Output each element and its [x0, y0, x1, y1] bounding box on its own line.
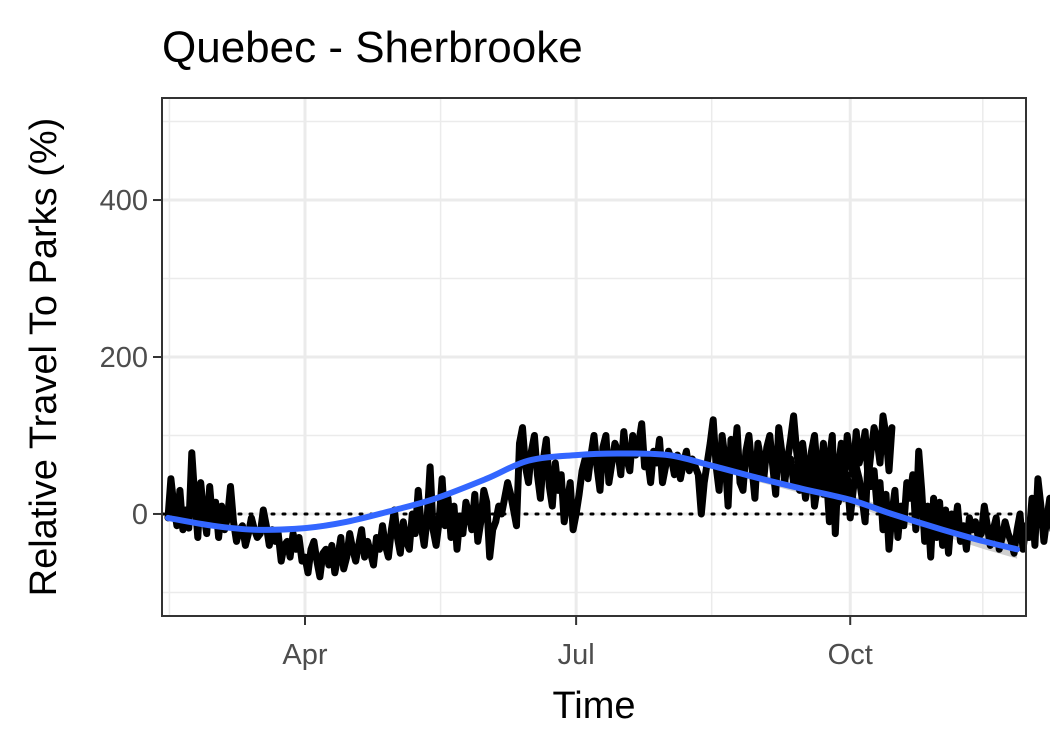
- data-line-segment-1: [164, 412, 896, 581]
- x-tick-label: Apr: [282, 639, 327, 671]
- x-tick-label: Oct: [828, 639, 873, 671]
- y-axis: 0 200 400: [100, 185, 162, 531]
- plot-panel: [160, 97, 1050, 617]
- y-tick-label: 200: [100, 342, 148, 374]
- y-tick-label: 400: [100, 185, 148, 217]
- y-tick-label: 0: [132, 499, 148, 531]
- chart-title: Quebec - Sherbrooke: [162, 23, 583, 72]
- x-axis: Apr Jul Oct: [282, 616, 873, 671]
- y-axis-label: Relative Travel To Parks (%): [23, 118, 65, 597]
- x-axis-label: Time: [552, 685, 635, 727]
- x-tick-label: Jul: [558, 639, 595, 671]
- trend-line-path: [165, 450, 1021, 553]
- trend-series: [165, 450, 1021, 553]
